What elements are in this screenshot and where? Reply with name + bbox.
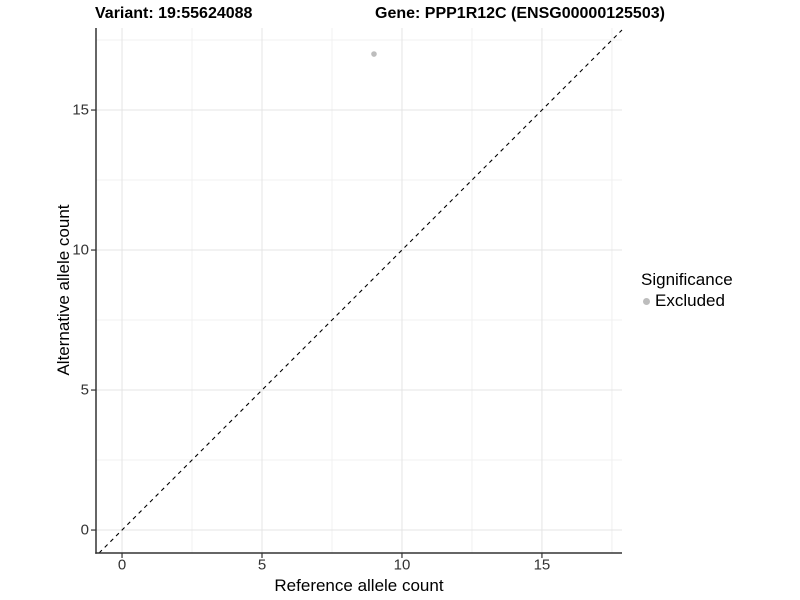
y-tick-label: 10 [72,242,89,259]
legend-item-label: Excluded [655,291,725,310]
y-tick-label: 0 [81,522,89,539]
title-gene: Gene: PPP1R12C (ENSG00000125503) [375,5,665,22]
identity-dashed-line [98,29,623,554]
plot-title: Variant: 19:55624088 Gene: PPP1R12C (ENS… [0,5,800,25]
legend: Significance Excluded [641,270,733,310]
legend-title: Significance [641,270,733,289]
y-axis-title: Alternative allele count [54,204,73,376]
legend-item-excluded: Excluded [641,291,733,310]
legend-key-dot-icon [643,297,650,305]
title-variant: Variant: 19:55624088 [95,5,253,22]
x-axis-title: Reference allele count [274,576,444,595]
x-tick-label: 15 [534,556,551,573]
data-point [371,51,377,57]
y-tick-label: 5 [81,382,89,399]
y-tick-label: 15 [72,102,89,119]
x-tick-label: 5 [258,556,266,573]
x-tick-label: 10 [394,556,411,573]
x-tick-label: 0 [118,556,126,573]
